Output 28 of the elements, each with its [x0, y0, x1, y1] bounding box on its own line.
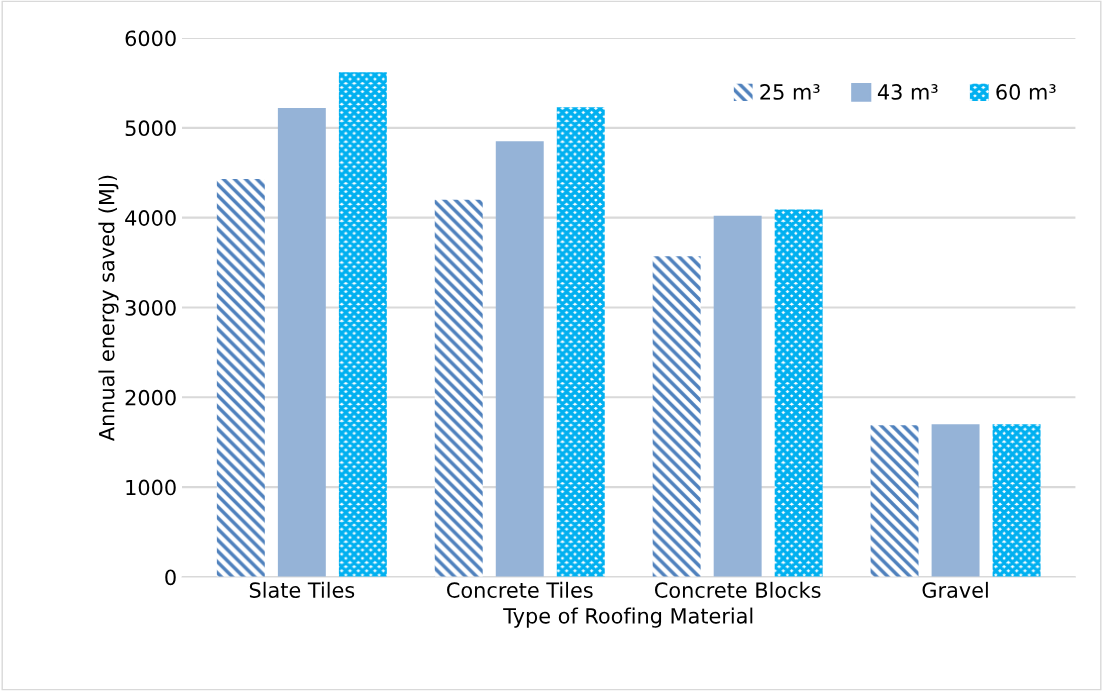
x-tick-label: Gravel [922, 581, 988, 598]
bar [495, 141, 544, 577]
y-tick-label: 2000 [125, 389, 176, 406]
bar [338, 72, 387, 577]
y-axis-title: Annual energy saved (MJ) [98, 175, 119, 441]
y-tick-label: 0 [165, 569, 176, 586]
bar [713, 215, 762, 577]
bar [277, 108, 326, 577]
bar [652, 256, 701, 577]
y-tick-label: 4000 [125, 210, 176, 226]
legend-label: 60 m³ [996, 84, 1056, 100]
bar [992, 424, 1041, 577]
bar [556, 107, 605, 577]
y-tick-label: 6000 [125, 30, 176, 47]
x-axis-title: Type of Roofing Material [503, 607, 753, 628]
bar [870, 425, 919, 577]
legend-label: 43 m³ [877, 84, 938, 100]
y-tick-label: 1000 [126, 479, 176, 496]
y-tick-label: 3000 [125, 299, 176, 316]
legend-label: 25 m³ [760, 84, 820, 100]
bar [774, 209, 823, 577]
x-tick-label: Concrete Blocks [655, 581, 821, 598]
bar [434, 199, 483, 577]
bar [216, 179, 265, 577]
x-tick-label: Slate Tiles [249, 581, 355, 598]
bar [931, 424, 980, 577]
y-tick-label: 5000 [125, 120, 176, 137]
x-tick-label: Concrete Tiles [447, 581, 593, 598]
